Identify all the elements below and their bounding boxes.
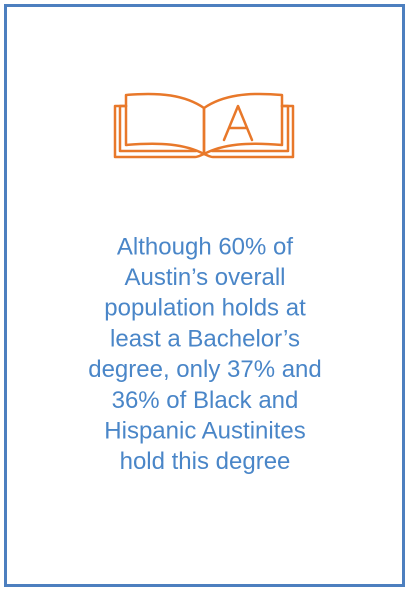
card-border [4, 4, 405, 587]
statement-line: least a Bachelor’s [110, 325, 300, 352]
statement-line: Austin’s overall [125, 264, 286, 291]
statement: Although 60% of Austin’s overall populatio… [88, 233, 322, 475]
statement-line: Hispanic Austinites [104, 418, 305, 445]
statement-line: hold this degree [120, 448, 291, 475]
statement-line: 36% of Black and [112, 387, 299, 414]
statement-line: degree, only 37% and [88, 356, 322, 383]
statement-line: Although 60% of [117, 233, 293, 260]
statement-line: population holds at [104, 295, 306, 322]
book-icon [113, 92, 295, 159]
